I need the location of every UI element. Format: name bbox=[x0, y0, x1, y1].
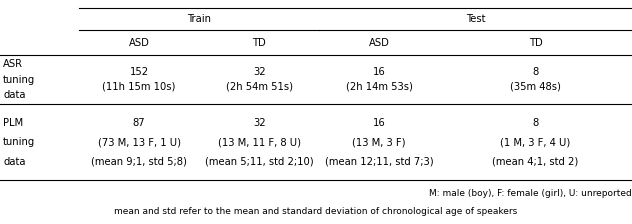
Text: 32: 32 bbox=[253, 67, 265, 77]
Text: (2h 14m 53s): (2h 14m 53s) bbox=[346, 82, 413, 92]
Text: (mean 4;1, std 2): (mean 4;1, std 2) bbox=[492, 156, 579, 166]
Text: tuning: tuning bbox=[3, 75, 35, 84]
Text: (13 M, 11 F, 8 U): (13 M, 11 F, 8 U) bbox=[217, 137, 301, 147]
Text: (1 M, 3 F, 4 U): (1 M, 3 F, 4 U) bbox=[501, 137, 571, 147]
Text: ASR: ASR bbox=[3, 59, 23, 69]
Text: TD: TD bbox=[529, 38, 542, 47]
Text: (35m 48s): (35m 48s) bbox=[510, 82, 561, 92]
Text: 16: 16 bbox=[373, 118, 386, 128]
Text: (mean 5;11, std 2;10): (mean 5;11, std 2;10) bbox=[205, 156, 313, 166]
Text: 87: 87 bbox=[133, 118, 145, 128]
Text: (13 M, 3 F): (13 M, 3 F) bbox=[353, 137, 406, 147]
Text: (mean 9;1, std 5;8): (mean 9;1, std 5;8) bbox=[91, 156, 187, 166]
Text: 16: 16 bbox=[373, 67, 386, 77]
Text: 8: 8 bbox=[533, 67, 538, 77]
Text: ASD: ASD bbox=[128, 38, 150, 47]
Text: PLM: PLM bbox=[3, 118, 23, 128]
Text: data: data bbox=[3, 90, 26, 100]
Text: (73 M, 13 F, 1 U): (73 M, 13 F, 1 U) bbox=[97, 137, 181, 147]
Text: M: male (boy), F: female (girl), U: unreported: M: male (boy), F: female (girl), U: unre… bbox=[429, 189, 632, 198]
Text: mean and std refer to the mean and standard deviation of chronological age of sp: mean and std refer to the mean and stand… bbox=[114, 207, 518, 216]
Text: Test: Test bbox=[466, 14, 485, 24]
Text: ASD: ASD bbox=[368, 38, 390, 47]
Text: (mean 12;11, std 7;3): (mean 12;11, std 7;3) bbox=[325, 156, 434, 166]
Text: (11h 15m 10s): (11h 15m 10s) bbox=[102, 82, 176, 92]
Text: 8: 8 bbox=[533, 118, 538, 128]
Text: 152: 152 bbox=[130, 67, 149, 77]
Text: TD: TD bbox=[252, 38, 266, 47]
Text: tuning: tuning bbox=[3, 137, 35, 147]
Text: Train: Train bbox=[187, 14, 211, 24]
Text: (2h 54m 51s): (2h 54m 51s) bbox=[226, 82, 293, 92]
Text: data: data bbox=[3, 157, 26, 167]
Text: 32: 32 bbox=[253, 118, 265, 128]
